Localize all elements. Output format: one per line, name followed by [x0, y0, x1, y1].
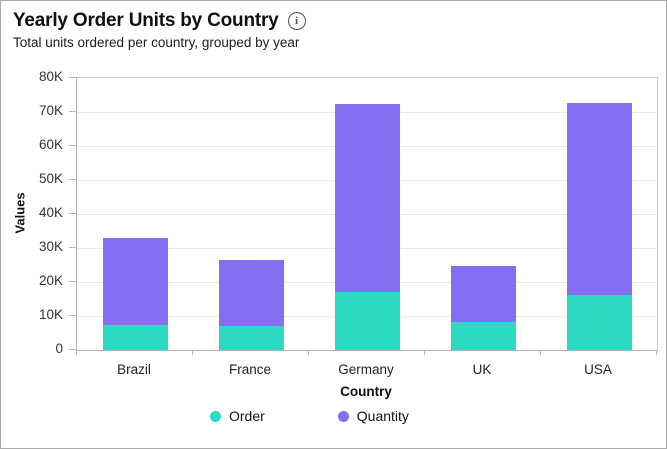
bar-uk[interactable] — [450, 265, 516, 350]
legend-item-quantity[interactable]: Quantity — [337, 408, 409, 424]
y-tick-mark — [69, 145, 76, 146]
x-tick-mark — [656, 350, 657, 355]
order-segment-usa[interactable] — [566, 294, 632, 350]
y-tick-mark — [69, 247, 76, 248]
order-segment-germany[interactable] — [334, 292, 400, 350]
y-tick-label: 30K — [38, 239, 63, 254]
bar-france[interactable] — [218, 259, 284, 350]
y-tick-label: 70K — [38, 103, 63, 118]
x-tick-mark — [76, 350, 77, 355]
category-label-usa: USA — [584, 362, 612, 377]
x-tick-mark — [540, 350, 541, 355]
chart-subtitle: Total units ordered per country, grouped… — [13, 35, 300, 50]
x-tick-mark — [192, 350, 193, 355]
quantity-segment-uk[interactable] — [450, 265, 516, 323]
y-tick-mark — [69, 213, 76, 214]
y-tick-label: 50K — [38, 171, 63, 186]
legend: Order Quantity — [210, 408, 409, 424]
quantity-segment-usa[interactable] — [566, 102, 632, 295]
legend-item-order[interactable]: Order — [210, 408, 265, 424]
y-tick-mark — [69, 77, 76, 78]
bar-germany[interactable] — [334, 104, 400, 350]
category-label-germany: Germany — [338, 362, 394, 377]
legend-dot-quantity-icon — [337, 410, 349, 422]
y-tick-label: 80K — [38, 69, 63, 84]
bar-brazil[interactable] — [102, 237, 168, 350]
legend-label-quantity: Quantity — [356, 408, 409, 424]
info-icon[interactable]: i — [287, 12, 306, 30]
bar-usa[interactable] — [566, 102, 632, 350]
legend-dot-order-icon — [210, 410, 221, 422]
x-tick-mark — [424, 350, 425, 355]
page-title: Yearly Order Units by Country — [13, 10, 279, 31]
y-tick-label: 60K — [38, 137, 63, 152]
y-tick-label: 0 — [55, 341, 63, 356]
order-segment-france[interactable] — [218, 326, 284, 350]
y-tick-label: 10K — [38, 307, 63, 322]
y-tick-label: 20K — [38, 273, 63, 288]
y-tick-mark — [69, 281, 76, 282]
y-tick-mark — [69, 179, 76, 180]
category-label-france: France — [228, 362, 272, 377]
x-axis-title: Country — [340, 384, 392, 399]
chart-header: Yearly Order Units by Country i — [13, 10, 306, 32]
plot-area — [76, 77, 658, 351]
quantity-segment-france[interactable] — [218, 259, 284, 327]
y-tick-label: 40K — [38, 205, 63, 220]
legend-label-order: Order — [229, 408, 265, 424]
y-tick-mark — [69, 315, 76, 316]
category-label-brazil: Brazil — [117, 362, 151, 377]
y-tick-mark — [69, 111, 76, 112]
quantity-segment-germany[interactable] — [334, 104, 400, 293]
quantity-segment-brazil[interactable] — [102, 237, 168, 326]
category-label-uk: UK — [472, 362, 492, 377]
order-segment-uk[interactable] — [450, 322, 516, 350]
y-tick-mark — [69, 349, 76, 350]
order-segment-brazil[interactable] — [102, 325, 168, 350]
x-tick-mark — [308, 350, 309, 355]
